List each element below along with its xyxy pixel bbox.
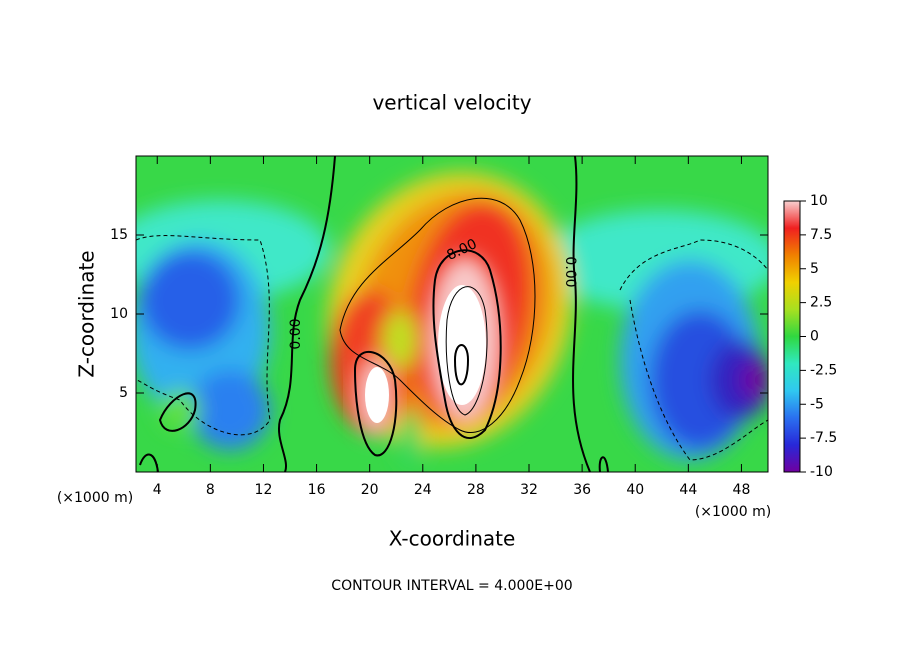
y-tick-label: 15 (110, 227, 128, 243)
colorbar-tick-label: 2.5 (810, 295, 832, 311)
x-tick-label: 4 (153, 482, 162, 498)
x-tick-label: 28 (467, 482, 485, 498)
colorbar-tick-label: 7.5 (810, 227, 832, 243)
y-axis-label: Z-coordinate (75, 250, 99, 377)
x-unit-label: (×1000 m) (695, 504, 771, 520)
x-axis-label: X-coordinate (389, 527, 516, 551)
colorbar-tick-label: 10 (810, 193, 828, 209)
contour-label: 0.00 (288, 318, 304, 349)
y-tick-label: 10 (110, 306, 128, 322)
x-tick-label: 16 (308, 482, 326, 498)
x-tick-label: 20 (361, 482, 379, 498)
colorbar-tick-label: 0 (810, 329, 819, 345)
x-unit-label: (×1000 m) (57, 490, 133, 506)
colorbar (783, 200, 801, 473)
field (136, 156, 768, 472)
x-tick-label: 44 (679, 482, 697, 498)
x-tick-label: 24 (414, 482, 432, 498)
footer: CONTOUR INTERVAL = 4.000E+00 (331, 578, 572, 594)
x-tick-label: 12 (255, 482, 273, 498)
x-tick-label: 40 (626, 482, 644, 498)
colorbar-tick-label: -10 (810, 464, 833, 480)
contour-label: 0.00 (562, 256, 578, 287)
colorbar-tick-label: -7.5 (810, 430, 837, 446)
x-tick-label: 32 (520, 482, 538, 498)
x-tick-label: 8 (206, 482, 215, 498)
y-tick-label: 5 (119, 385, 128, 401)
colorbar-tick-label: -5 (810, 396, 824, 412)
colorbar-tick-label: -2.5 (810, 362, 837, 378)
x-tick-label: 48 (733, 482, 751, 498)
x-tick-label: 36 (573, 482, 591, 498)
chart-title: vertical velocity (372, 91, 531, 115)
colorbar-tick-label: 5 (810, 261, 819, 277)
